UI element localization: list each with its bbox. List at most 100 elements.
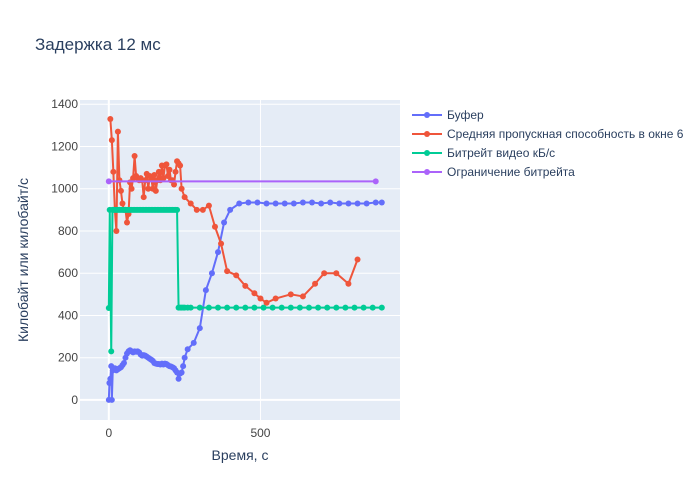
series-3 xyxy=(105,178,379,185)
series-layer xyxy=(105,116,385,403)
data-point xyxy=(113,227,120,234)
y-tick-label: 200 xyxy=(58,351,78,365)
data-point xyxy=(108,137,115,144)
data-point xyxy=(224,268,231,275)
data-point xyxy=(299,293,306,300)
x-tick-label: 500 xyxy=(250,426,270,440)
legend-label: Битрейт видео кБ/с xyxy=(447,146,555,160)
data-point xyxy=(272,295,279,302)
legend-swatch-marker xyxy=(424,112,430,118)
data-point xyxy=(263,299,270,306)
data-point xyxy=(224,304,231,311)
data-point xyxy=(160,175,167,182)
data-point xyxy=(251,290,258,297)
legend-item[interactable]: Битрейт видео кБ/с xyxy=(412,146,555,160)
y-tick-label: 1400 xyxy=(51,97,78,111)
data-point xyxy=(145,185,152,192)
y-tick-label: 1000 xyxy=(51,182,78,196)
data-point xyxy=(172,168,179,175)
data-point xyxy=(287,304,294,311)
data-point xyxy=(306,304,313,311)
data-point xyxy=(152,187,159,194)
data-point xyxy=(245,199,252,206)
data-point xyxy=(257,295,264,302)
legend-swatch-marker xyxy=(424,150,430,156)
data-point xyxy=(199,206,206,213)
x-axis-ticks: 0 500 xyxy=(105,426,270,440)
data-point xyxy=(218,240,225,247)
data-point xyxy=(372,178,379,185)
grid xyxy=(80,100,400,420)
data-point xyxy=(315,304,322,311)
data-point xyxy=(260,304,267,311)
data-point xyxy=(155,168,162,175)
data-point xyxy=(175,375,182,382)
data-point xyxy=(318,200,325,207)
data-point xyxy=(205,202,212,209)
data-point xyxy=(251,304,258,311)
data-point xyxy=(309,199,316,206)
data-point xyxy=(333,304,340,311)
data-point xyxy=(196,304,203,311)
data-point xyxy=(178,369,185,376)
data-point xyxy=(205,304,212,311)
data-point xyxy=(187,304,194,311)
data-point xyxy=(215,249,222,256)
data-point xyxy=(193,206,200,213)
x-tick-label: 0 xyxy=(105,426,112,440)
data-point xyxy=(269,304,276,311)
data-point xyxy=(166,166,173,173)
data-point xyxy=(290,200,297,207)
data-point xyxy=(164,173,171,180)
y-tick-label: 1200 xyxy=(51,139,78,153)
data-point xyxy=(221,219,228,226)
data-point xyxy=(299,199,306,206)
data-point xyxy=(242,282,249,289)
y-axis-title: Килобайт или килобайт/с xyxy=(15,178,31,342)
data-point xyxy=(327,199,334,206)
data-point xyxy=(272,200,279,207)
data-point xyxy=(233,272,240,279)
data-point xyxy=(184,346,191,353)
data-point xyxy=(227,206,234,213)
data-point xyxy=(287,291,294,298)
legend-swatch-marker xyxy=(424,169,430,175)
data-point xyxy=(190,339,197,346)
legend[interactable]: Буфер Средняя пропускная способность в ок… xyxy=(412,108,684,179)
data-point xyxy=(324,304,331,311)
data-point xyxy=(120,359,127,366)
data-point xyxy=(312,280,319,287)
data-point xyxy=(336,200,343,207)
legend-item[interactable]: Ограничение битрейта xyxy=(412,165,575,179)
data-point xyxy=(211,223,218,230)
legend-item[interactable]: Буфер xyxy=(412,108,484,122)
data-point xyxy=(174,206,181,213)
legend-item[interactable]: Средняя пропускная способность в окне 6 xyxy=(412,127,684,141)
legend-swatch-marker xyxy=(424,131,430,137)
data-point xyxy=(180,363,187,370)
data-point xyxy=(354,200,361,207)
data-point xyxy=(114,128,121,135)
data-point xyxy=(187,200,194,207)
data-point xyxy=(163,161,170,168)
data-point xyxy=(117,187,124,194)
data-point xyxy=(372,199,379,206)
data-point xyxy=(296,304,303,311)
data-point xyxy=(151,171,158,178)
data-point xyxy=(107,116,114,123)
data-point xyxy=(208,270,215,277)
data-point xyxy=(108,396,115,403)
data-point xyxy=(378,304,385,311)
data-point xyxy=(233,304,240,311)
series-0 xyxy=(105,199,385,403)
y-axis-ticks: 0 200 400 600 800 1000 1200 1400 xyxy=(51,97,78,407)
data-point xyxy=(196,325,203,332)
data-point xyxy=(351,304,358,311)
y-tick-label: 600 xyxy=(58,266,78,280)
data-point xyxy=(360,304,367,311)
data-point xyxy=(128,185,135,192)
data-point xyxy=(369,304,376,311)
legend-label: Средняя пропускная способность в окне 6 xyxy=(447,127,684,141)
data-point xyxy=(124,219,131,226)
